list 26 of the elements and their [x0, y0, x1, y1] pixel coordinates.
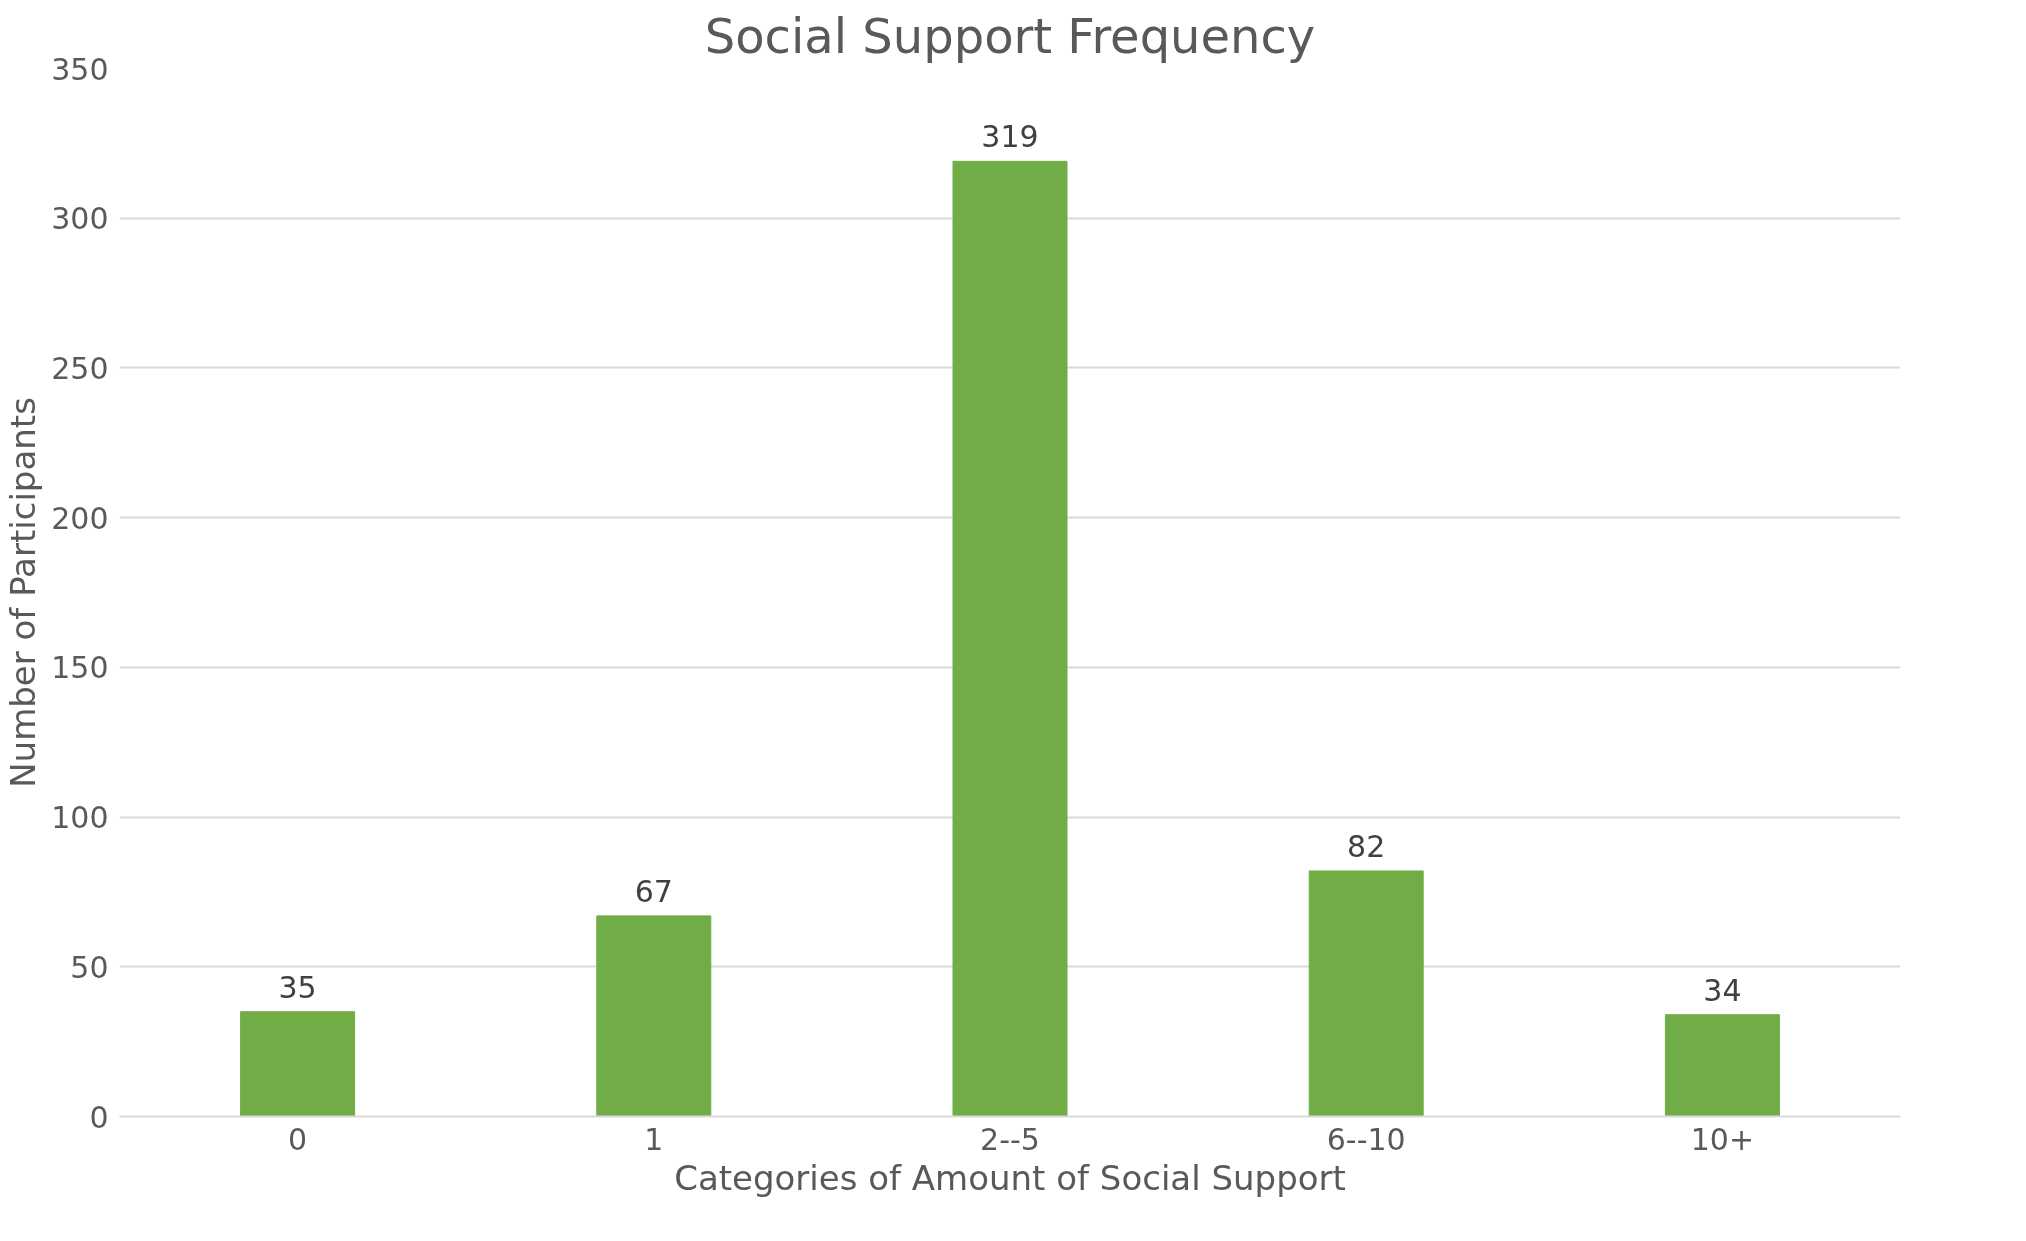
x-tick-label: 0	[288, 1121, 308, 1157]
x-tick-label: 2--5	[980, 1121, 1040, 1157]
y-axis-title: Number of Participants	[3, 397, 44, 788]
x-tick-label: 1	[644, 1121, 664, 1157]
y-tick-label: 50	[70, 949, 109, 985]
data-label: 34	[1703, 972, 1742, 1008]
x-tick-label: 10+	[1690, 1121, 1755, 1157]
bar	[952, 160, 1068, 1117]
data-label: 319	[981, 119, 1039, 155]
y-tick-label: 0	[89, 1099, 109, 1135]
bar	[1308, 870, 1424, 1117]
y-tick-label: 300	[51, 201, 109, 237]
data-label: 67	[634, 873, 673, 909]
x-axis-title: Categories of Amount of Social Support	[674, 1157, 1346, 1198]
bar	[596, 915, 712, 1117]
y-tick-label: 100	[51, 800, 109, 836]
bar	[240, 1011, 356, 1117]
y-tick-label: 350	[51, 51, 109, 87]
data-label: 82	[1347, 828, 1386, 864]
chart-title: Social Support Frequency	[704, 7, 1316, 64]
data-label: 35	[278, 969, 317, 1005]
y-tick-label: 250	[51, 350, 109, 386]
y-tick-label: 150	[51, 650, 109, 686]
bar	[1664, 1014, 1780, 1117]
y-tick-label: 200	[51, 500, 109, 536]
x-tick-label: 6--10	[1326, 1121, 1406, 1157]
